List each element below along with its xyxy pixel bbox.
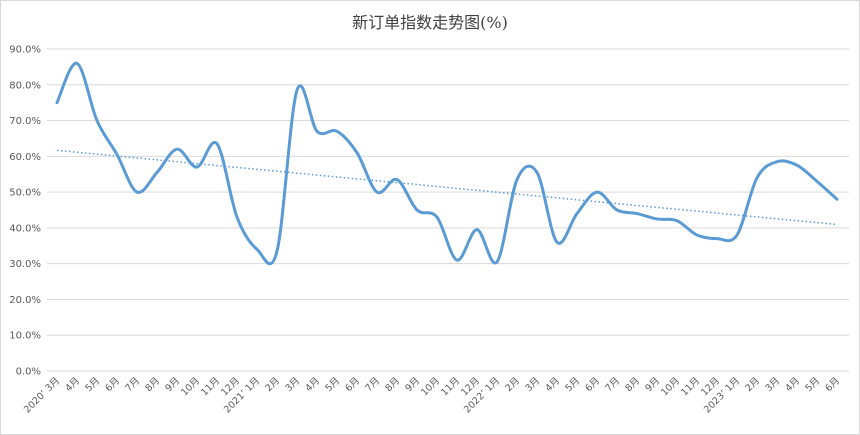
x-tick-label: 4月 bbox=[63, 375, 82, 394]
chart-title: 新订单指数走势图(%) bbox=[352, 13, 508, 32]
y-tick-label: 50.0% bbox=[9, 188, 41, 199]
gridlines bbox=[47, 48, 849, 372]
x-tick-label: 8月 bbox=[383, 375, 402, 394]
x-tick-label: 2020’ 3月 bbox=[22, 375, 62, 415]
y-tick-label: 10.0% bbox=[9, 331, 41, 342]
series-line bbox=[55, 61, 839, 266]
x-tick-label: 3月 bbox=[523, 375, 542, 394]
x-tick-label: 11月 bbox=[439, 375, 462, 398]
y-tick-label: 60.0% bbox=[9, 152, 41, 163]
x-tick-label: 7月 bbox=[123, 375, 142, 394]
x-tick-label: 4月 bbox=[303, 375, 322, 394]
trendline-layer bbox=[56, 149, 838, 226]
x-tick-label: 2月 bbox=[743, 375, 762, 394]
x-tick-label: 2月 bbox=[503, 375, 522, 394]
y-tick-label: 20.0% bbox=[9, 295, 41, 306]
y-tick-label: 90.0% bbox=[9, 45, 41, 56]
x-tick-label: 10月 bbox=[659, 375, 682, 398]
x-tick-label: 2月 bbox=[263, 375, 282, 394]
y-tick-label: 70.0% bbox=[9, 116, 41, 127]
x-tick-label: 6月 bbox=[103, 375, 122, 394]
x-tick-label: 5月 bbox=[803, 375, 822, 394]
x-tick-label: 7月 bbox=[603, 375, 622, 394]
x-tick-label: 4月 bbox=[543, 375, 562, 394]
y-tick-label: 40.0% bbox=[9, 223, 41, 234]
x-tick-label: 10月 bbox=[419, 375, 442, 398]
y-tick-label: 80.0% bbox=[9, 80, 41, 91]
x-tick-label: 6月 bbox=[343, 375, 362, 394]
y-axis-ticks: 0.0% 10.0% 20.0% 30.0% 40.0% 50.0% 60.0% 70.0% 8… bbox=[9, 45, 41, 378]
x-tick-label: 3月 bbox=[283, 375, 302, 394]
x-tick-label: 5月 bbox=[323, 375, 342, 394]
series-layer bbox=[55, 61, 839, 266]
x-tick-label: 8月 bbox=[623, 375, 642, 394]
y-tick-label: 0.0% bbox=[16, 367, 41, 378]
x-tick-label: 10月 bbox=[179, 375, 202, 398]
x-tick-label: 5月 bbox=[563, 375, 582, 394]
x-tick-label: 6月 bbox=[823, 375, 842, 394]
x-tick-label: 5月 bbox=[83, 375, 102, 394]
x-tick-label: 8月 bbox=[143, 375, 162, 394]
trendline bbox=[56, 149, 838, 226]
x-tick-label: 11月 bbox=[679, 375, 702, 398]
y-tick-label: 30.0% bbox=[9, 259, 41, 270]
x-tick-label: 11月 bbox=[199, 375, 222, 398]
x-tick-label: 7月 bbox=[363, 375, 382, 394]
x-tick-label: 4月 bbox=[783, 375, 802, 394]
x-tick-label: 3月 bbox=[763, 375, 782, 394]
x-tick-label: 6月 bbox=[583, 375, 602, 394]
